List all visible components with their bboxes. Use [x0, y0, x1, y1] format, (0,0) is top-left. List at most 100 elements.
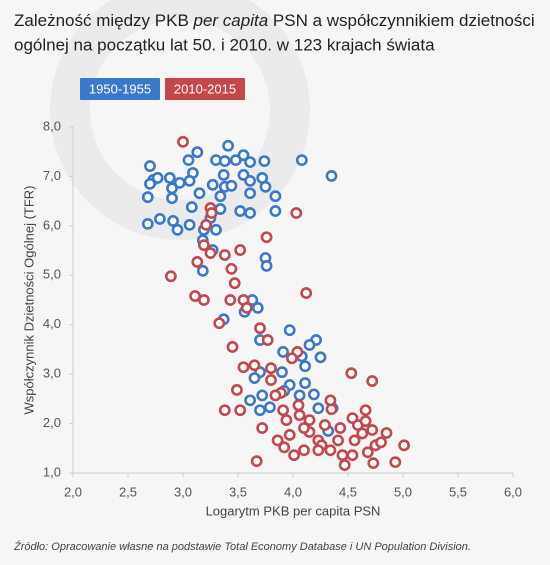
data-point: [234, 244, 247, 256]
data-point: [244, 156, 256, 168]
legend-item: 1950-1955: [80, 78, 160, 100]
data-point: [345, 367, 358, 380]
data-point: [288, 449, 300, 462]
data-point: [144, 160, 156, 172]
data-point: [324, 444, 337, 457]
x-tick-label: 2,0: [64, 484, 82, 499]
title-part: PSN a współczynnikiem dzietności: [268, 11, 534, 30]
data-point: [141, 217, 154, 230]
x-tick-label: 3,5: [229, 484, 247, 499]
data-point: [359, 404, 372, 417]
legend-box: [165, 78, 245, 100]
data-point: [307, 388, 320, 401]
data-point: [193, 187, 206, 200]
data-point: [361, 446, 374, 459]
data-point: [258, 155, 271, 168]
data-point: [222, 139, 234, 152]
data-point: [167, 215, 179, 227]
source: Źródło: Opracowanie własne na podstawie …: [13, 540, 471, 553]
legend-label: 2010-2015: [174, 81, 236, 96]
data-point: [303, 339, 316, 351]
data-point: [225, 262, 238, 275]
x-tick-label: 6,0: [504, 484, 522, 499]
y-tick-label: 6,0: [43, 217, 61, 232]
data-point: [163, 172, 176, 184]
y-tick-label: 8,0: [43, 118, 61, 133]
data-point: [244, 174, 256, 187]
x-tick-label: 5,0: [394, 484, 412, 499]
data-point: [254, 404, 266, 417]
legend-item: 2010-2015: [165, 78, 245, 100]
x-tick-label: 4,5: [339, 484, 357, 499]
y-tick-label: 7,0: [43, 168, 61, 183]
data-point: [234, 205, 247, 217]
data-point: [248, 359, 261, 372]
data-point: [141, 191, 154, 204]
title-part: Zależność między PKB: [14, 11, 194, 30]
data-point: [204, 247, 217, 259]
data-point: [183, 218, 196, 231]
data-point: [269, 205, 282, 217]
data-point: [237, 149, 250, 162]
data-point: [197, 294, 210, 306]
chart-title: ogólnej na początku lat 50. i 2010. w 12…: [14, 35, 435, 54]
data-point: [230, 384, 243, 396]
data-point: [295, 154, 308, 167]
data-point: [251, 302, 264, 314]
data-point: [271, 434, 284, 447]
data-point: [380, 427, 393, 439]
data-point: [332, 434, 344, 447]
data-point: [283, 429, 296, 441]
y-tick-label: 5,0: [43, 267, 61, 282]
data-point: [256, 422, 269, 434]
data-point: [256, 389, 269, 402]
x-tick-label: 4,0: [284, 484, 302, 499]
data-point: [197, 239, 210, 252]
data-point: [293, 409, 306, 422]
data-point: [244, 394, 256, 407]
data-point: [166, 192, 178, 205]
data-point: [366, 424, 379, 436]
data-point: [285, 352, 298, 365]
data-point: [375, 436, 387, 449]
data-point: [278, 441, 291, 454]
data-point: [144, 177, 156, 190]
data-point: [261, 334, 274, 346]
data-point: [336, 449, 349, 462]
data-point: [248, 372, 261, 384]
data-point: [277, 404, 289, 417]
data-point: [182, 154, 195, 167]
data-point: [171, 223, 184, 236]
data-point: [293, 389, 306, 402]
data-point: [206, 178, 219, 191]
y-tick-label: 4,0: [43, 316, 61, 331]
data-point: [346, 412, 359, 425]
data-point: [260, 231, 273, 244]
data-point: [218, 404, 231, 417]
chart-title: Zależność między PKB per capita PSN a ws…: [14, 11, 535, 30]
data-point: [191, 146, 204, 159]
data-point: [214, 190, 227, 203]
x-tick-label: 3,0: [174, 484, 192, 499]
data-point: [298, 444, 310, 457]
data-point: [263, 401, 276, 414]
data-point: [298, 422, 310, 434]
data-point: [269, 190, 282, 203]
data-point: [359, 415, 372, 427]
data-point: [276, 366, 288, 379]
data-point: [398, 439, 410, 452]
data-point: [265, 374, 277, 386]
data-point: [185, 201, 198, 213]
data-point: [280, 414, 293, 427]
data-point: [217, 169, 230, 181]
data-point: [324, 394, 337, 407]
y-axis-label: Współczynnik Dzietności Ogólnej (TFR): [21, 185, 36, 414]
data-point: [240, 302, 253, 314]
data-point: [303, 414, 316, 427]
data-point: [300, 287, 313, 299]
watermark: [50, 0, 310, 240]
x-tick-label: 5,5: [449, 484, 467, 499]
data-point: [237, 361, 250, 374]
data-point: [196, 264, 209, 277]
